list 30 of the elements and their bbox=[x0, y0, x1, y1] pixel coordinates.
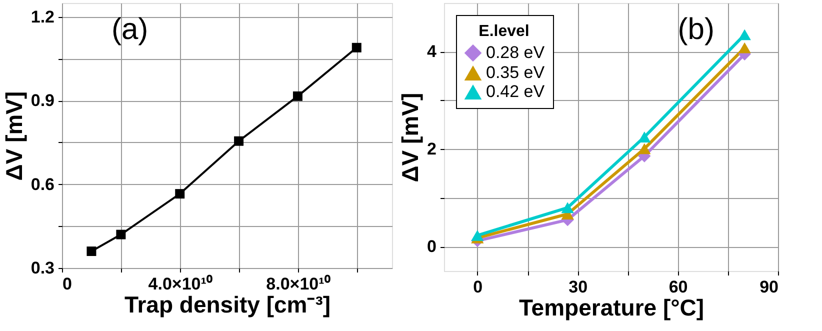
legend-label: 0.35 eV bbox=[486, 63, 546, 82]
point bbox=[292, 91, 302, 101]
annotation: (b) bbox=[678, 13, 714, 46]
y-tick-label: 2 bbox=[427, 140, 436, 159]
y-tick-label: 1.2 bbox=[30, 7, 54, 26]
x-tick-label: 4.0×10¹⁰ bbox=[148, 274, 212, 294]
y-tick-label: 0.6 bbox=[30, 174, 54, 194]
x-axis-title: Temperature [°C] bbox=[518, 294, 704, 320]
x-tick-label: 90 bbox=[760, 278, 778, 296]
x-tick-label: 8.0×10¹⁰ bbox=[266, 274, 330, 294]
annotation: (a) bbox=[112, 13, 148, 46]
y-tick-label: 0.3 bbox=[30, 258, 54, 278]
legend-label: 0.28 eV bbox=[486, 43, 546, 62]
x-tick-label: 60 bbox=[668, 278, 688, 296]
legend-label: 0.42 eV bbox=[486, 82, 546, 101]
y-axis-title: ΔV [mV] bbox=[0, 91, 27, 181]
point bbox=[234, 136, 244, 146]
point bbox=[86, 246, 96, 256]
point bbox=[116, 230, 126, 240]
point bbox=[175, 189, 185, 199]
x-tick-label: 0 bbox=[473, 278, 483, 296]
y-tick-label: 0 bbox=[427, 237, 436, 256]
y-axis-title: ΔV [mV] bbox=[397, 92, 424, 182]
x-axis-title: Trap density [cm⁻³] bbox=[124, 292, 331, 318]
y-tick-label: 4 bbox=[427, 42, 438, 62]
legend-title: E.level bbox=[478, 23, 530, 40]
y-tick-label: 0.9 bbox=[30, 91, 54, 110]
x-tick-label: 30 bbox=[568, 278, 588, 296]
x-tick-label: 0 bbox=[62, 274, 72, 294]
point bbox=[352, 42, 362, 52]
